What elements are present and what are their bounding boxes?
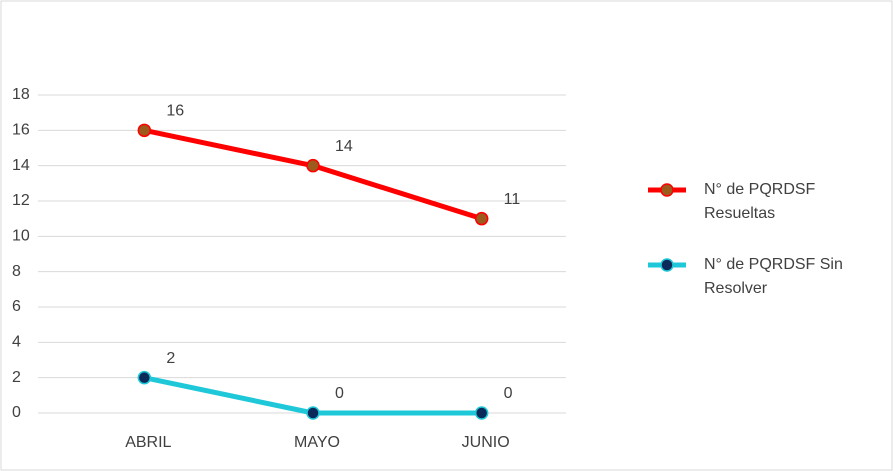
y-tick-label: 6 bbox=[12, 298, 21, 315]
y-tick-label: 14 bbox=[12, 157, 30, 174]
x-tick-label: MAYO bbox=[294, 434, 340, 451]
y-tick-label: 10 bbox=[12, 228, 30, 245]
y-tick-label: 16 bbox=[12, 122, 30, 139]
point-marker bbox=[474, 211, 489, 226]
data-label: 14 bbox=[335, 138, 353, 155]
data-label: 0 bbox=[504, 385, 513, 402]
y-tick-label: 18 bbox=[12, 86, 30, 103]
y-tick-label: 12 bbox=[12, 192, 30, 209]
legend-marker bbox=[660, 183, 674, 197]
x-tick-label: ABRIL bbox=[125, 434, 171, 451]
legend-item: N° de PQRDSF Sin Resolver bbox=[704, 256, 843, 297]
x-tick-label: JUNIO bbox=[462, 434, 510, 451]
y-tick-label: 8 bbox=[12, 263, 21, 280]
data-label: 11 bbox=[504, 191, 521, 208]
legend-marker bbox=[660, 258, 674, 272]
data-label: 2 bbox=[166, 350, 175, 367]
point-marker bbox=[474, 406, 489, 420]
legend-label: N° de PQRDSF Resueltas bbox=[704, 181, 816, 222]
y-tick-label: 2 bbox=[12, 369, 21, 386]
data-label: 0 bbox=[335, 385, 344, 402]
point-marker bbox=[137, 370, 152, 385]
point-marker bbox=[306, 406, 320, 420]
point-marker bbox=[306, 158, 320, 173]
legend-item: N° de PQRDSF Resueltas bbox=[704, 181, 816, 222]
y-tick-label: 0 bbox=[12, 404, 21, 421]
data-label: 16 bbox=[166, 103, 184, 120]
point-marker bbox=[137, 123, 152, 138]
legend-label: N° de PQRDSF Sin Resolver bbox=[704, 256, 843, 297]
y-tick-label: 4 bbox=[12, 334, 21, 351]
